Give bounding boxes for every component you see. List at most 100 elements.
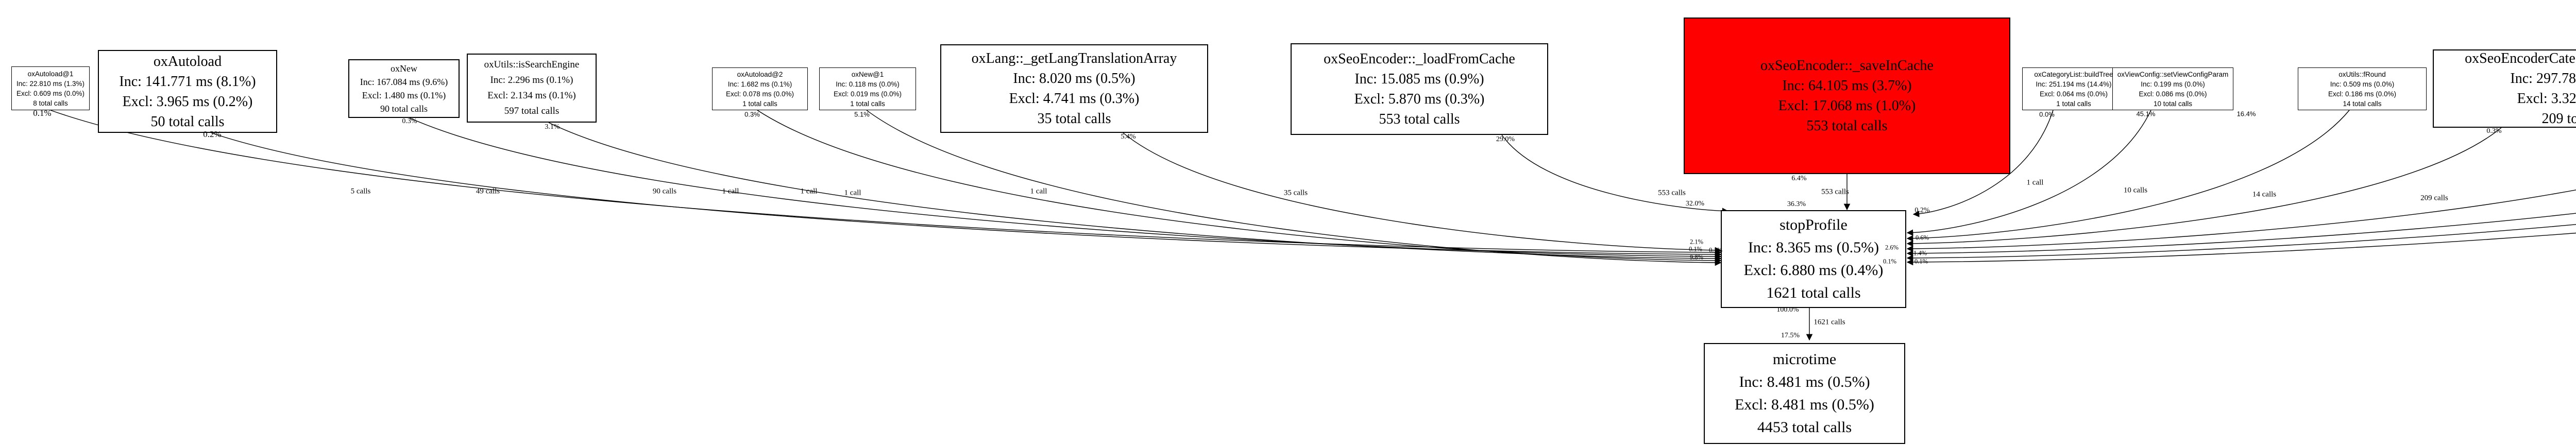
node-metric: Inc: 8.481 ms (0.5%): [1739, 373, 1870, 390]
node-title: oxAutoload@2: [737, 70, 783, 78]
edge-percent-label: 16.4%: [2236, 110, 2256, 118]
node-title: stopProfile: [1780, 216, 1848, 233]
edge-percent-label: 5.1%: [854, 110, 870, 118]
node-metric: Excl: 5.870 ms (0.3%): [1354, 91, 1485, 107]
edge-percent-label: 6.4%: [1791, 175, 1807, 182]
edge-calls-label: 1 call: [844, 189, 861, 197]
node-title: oxNew: [391, 63, 417, 74]
edge-calls-label: 49 calls: [476, 187, 500, 196]
node-metric: 553 total calls: [1379, 111, 1460, 127]
edge-percent-label: 0.0%: [2039, 110, 2055, 118]
node-oxnew[interactable]: oxNew Inc: 167.084 ms (9.6%) Excl: 1.480 m…: [348, 59, 460, 118]
node-title: oxSeoEncoder::_loadFromCache: [1324, 51, 1515, 67]
edge-percent-label: 100.0%: [1776, 306, 1799, 314]
edge-percent-label: 32.0%: [1685, 200, 1705, 208]
node-metric: Excl: 0.064 ms (0.0%): [2039, 90, 2108, 98]
node-saveincache[interactable]: oxSeoEncoder::_saveInCache Inc: 64.105 ms…: [1684, 18, 2010, 174]
edge-percent-label: 0.3%: [402, 117, 417, 125]
node-metric: Inc: 251.194 ms (14.4%): [2036, 80, 2112, 88]
node-title: oxUtils::fRound: [2338, 70, 2386, 78]
node-metric: 1621 total calls: [1766, 284, 1861, 301]
node-metric: Excl: 4.741 ms (0.3%): [1009, 91, 1140, 107]
edge-percent-label: 0.1%: [1914, 258, 1928, 265]
node-metric: Inc: 297.780 ms (17.1%): [2510, 71, 2576, 87]
node-microtime[interactable]: microtime Inc: 8.481 ms (0.5%) Excl: 8.481…: [1704, 343, 1905, 444]
node-metric: Excl: 2.134 ms (0.1%): [487, 90, 576, 101]
node-metric: Inc: 8.020 ms (0.5%): [1013, 71, 1136, 87]
node-metric: Excl: 3.965 ms (0.2%): [122, 93, 253, 110]
node-getlangtranslation[interactable]: oxLang::_getLangTranslationArray Inc: 8.0…: [940, 44, 1208, 133]
node-metric: 90 total calls: [380, 104, 428, 114]
node-metric: 1 total calls: [850, 99, 885, 108]
node-metric: Excl: 0.186 ms (0.0%): [2328, 90, 2397, 98]
edge-calls-label: 35 calls: [1283, 189, 1308, 197]
call-edge: [1906, 190, 2576, 252]
call-edge: [211, 132, 1722, 258]
node-title: oxViewConfig::setViewConfigParam: [2117, 70, 2229, 78]
edge-calls-label: 209 calls: [2420, 194, 2448, 202]
edge-percent-label: 2.6%: [1885, 244, 1899, 251]
node-metric: 35 total calls: [1037, 111, 1111, 127]
edge-percent-label: 3.1%: [545, 123, 560, 131]
edge-calls-label: 10 calls: [2123, 186, 2148, 195]
node-title: oxCategoryList::buildTree: [2034, 70, 2113, 78]
edge-percent-label: 0.2%: [1914, 207, 1930, 214]
node-metric: 8 total calls: [33, 99, 68, 107]
call-edge: [1123, 132, 1722, 254]
edge-percent-label: 0.1%: [33, 108, 52, 118]
edge-percent-label: 0.3%: [2486, 127, 2502, 135]
call-edge: [1501, 134, 1729, 214]
node-stopprofile[interactable]: stopProfile Inc: 8.365 ms (0.5%) Excl: 6.8…: [1721, 210, 1906, 308]
call-edge: [1912, 110, 2054, 217]
node-oxautoload-at2[interactable]: oxAutoload@2 Inc: 1.682 ms (0.1%) Excl: 0.…: [712, 67, 808, 110]
call-edge: [409, 117, 1722, 260]
node-metric: Inc: 2.296 ms (0.1%): [490, 75, 573, 85]
node-metric: Inc: 0.199 ms (0.0%): [2141, 80, 2205, 88]
edge-percent-label: 0.1%: [1708, 246, 1723, 254]
node-metric: Inc: 0.118 ms (0.0%): [836, 80, 900, 88]
edge-percent-label: 17.5%: [1781, 332, 1800, 339]
edge-percent-label: 0.1%: [1883, 258, 1897, 265]
call-edge: [548, 122, 1722, 262]
node-metric: 1 total calls: [2056, 99, 2091, 108]
node-title: oxUtils::isSearchEngine: [484, 59, 580, 70]
node-title: oxAutoload: [153, 53, 222, 70]
edge-calls-label: 1 call: [800, 187, 818, 196]
edge-percent-label: 29.0%: [1496, 135, 1515, 143]
call-edge: [757, 110, 1722, 264]
edge-percent-label: 0.6%: [1915, 234, 1929, 242]
edge-percent-label: 36.3%: [1787, 200, 1806, 208]
edge-calls-label: 5 calls: [350, 187, 371, 196]
node-metric: 10 total calls: [2153, 99, 2193, 108]
call-edge: [1906, 232, 2576, 266]
node-metric: Excl: 0.019 ms (0.0%): [833, 90, 902, 98]
call-edge: [1906, 224, 2576, 262]
node-metric: Excl: 1.480 ms (0.1%): [362, 90, 446, 100]
call-edge: [866, 110, 1722, 266]
node-metric: Excl: 0.086 ms (0.0%): [2139, 90, 2207, 98]
node-metric: Excl: 0.078 ms (0.0%): [725, 90, 794, 98]
node-metric: 209 total calls: [2541, 111, 2576, 127]
node-title: oxSeoEncoderCategory::getCategoryUri: [2465, 50, 2576, 66]
node-oxautoload-at1[interactable]: oxAutoload@1 Inc: 22.810 ms (1.3%) Excl: 0…: [11, 66, 90, 110]
edge-percent-label: 0.3%: [744, 110, 760, 118]
node-title: oxNew@1: [851, 70, 884, 78]
node-metric: 50 total calls: [150, 113, 225, 130]
node-metric: Excl: 6.880 ms (0.4%): [1743, 262, 1884, 279]
node-loadfromcache[interactable]: oxSeoEncoder::_loadFromCache Inc: 15.085 …: [1291, 43, 1548, 135]
edge-percent-label: 0.2%: [203, 129, 222, 139]
node-oxautoload[interactable]: oxAutoload Inc: 141.771 ms (8.1%) Excl: 3.…: [98, 50, 277, 133]
edge-percent-label: 2.1%: [1689, 238, 1704, 246]
node-getcategoryuri[interactable]: oxSeoEncoderCategory::getCategoryUriInc:…: [2433, 49, 2576, 128]
node-metric: Excl: 0.609 ms (0.0%): [16, 89, 85, 97]
node-title: microtime: [1772, 351, 1837, 368]
node-oxnew-at1[interactable]: oxNew@1 Inc: 0.118 ms (0.0%) Excl: 0.019 m…: [819, 67, 916, 110]
node-metric: Inc: 0.509 ms (0.0%): [2330, 80, 2395, 88]
edge-percent-label: 1.4%: [1913, 249, 1927, 257]
